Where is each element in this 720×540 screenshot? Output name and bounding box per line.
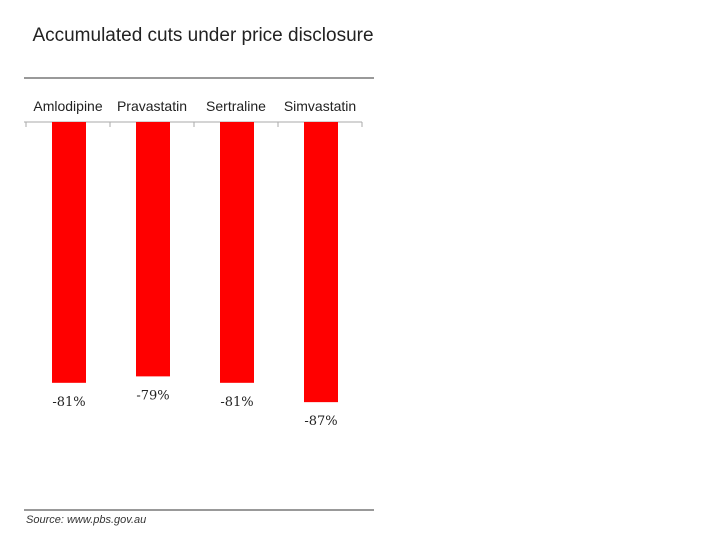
data-label: -81%	[52, 395, 85, 410]
bar-sertraline	[220, 122, 254, 383]
data-label: -87%	[304, 414, 337, 429]
bar-amlodipine	[52, 122, 86, 383]
data-label: -81%	[220, 395, 253, 410]
category-labels: Amlodipine Pravastatin Sertraline Simvastat…	[33, 98, 356, 114]
x-axis-ticks	[25, 122, 363, 127]
bar-pravastatin	[136, 122, 170, 377]
category-label: Sertraline	[206, 98, 266, 114]
bar-simvastatin	[304, 122, 338, 403]
chart-title: Accumulated cuts under price disclosure	[32, 25, 374, 46]
category-label: Pravastatin	[117, 98, 187, 114]
value-labels: -81% -79% -81% -87%	[52, 388, 337, 429]
data-label: -79%	[136, 388, 169, 403]
source-note: Source: www.pbs.gov.au	[26, 514, 147, 526]
category-label: Amlodipine	[33, 98, 102, 114]
category-label: Simvastatin	[284, 98, 356, 114]
bars	[52, 122, 338, 403]
